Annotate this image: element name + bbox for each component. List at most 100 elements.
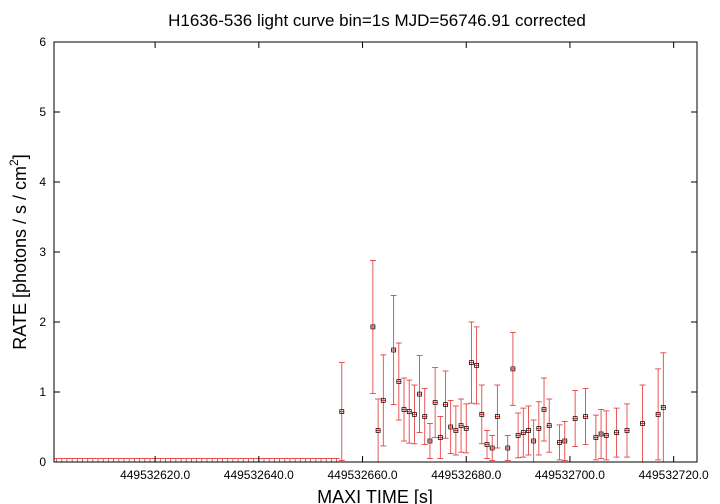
y-tick-label: 0 [39, 455, 46, 469]
data-point [603, 410, 610, 461]
data-point [193, 458, 200, 463]
y-tick-label: 6 [39, 35, 46, 49]
data-point [318, 458, 325, 463]
data-point [390, 294, 397, 406]
data-point [84, 458, 91, 463]
y-tick-label: 2 [39, 315, 46, 329]
data-point [416, 355, 423, 434]
data-point [639, 384, 646, 463]
data-point [250, 458, 257, 463]
y-axis-label-main: RATE [photons / s / cm [10, 166, 30, 350]
point-box [520, 430, 526, 435]
data-point [100, 458, 107, 463]
data-point [592, 414, 599, 461]
point-box [557, 440, 562, 445]
data-point [136, 458, 143, 463]
point-box [479, 412, 485, 417]
point-box [448, 424, 454, 430]
data-point [535, 401, 542, 456]
point-box [339, 409, 345, 414]
data-point [79, 458, 86, 463]
data-point [198, 458, 205, 463]
y-axis-label-superscript: 2 [7, 159, 21, 166]
data-point [63, 458, 70, 463]
data-point [178, 458, 185, 463]
point-box [474, 363, 479, 368]
point-box [660, 405, 666, 410]
point-box [370, 324, 376, 330]
data-point [380, 354, 387, 447]
point-box [505, 445, 511, 451]
data-point [281, 458, 288, 463]
data-point [302, 458, 309, 463]
data-point [561, 420, 568, 462]
point-box [458, 423, 464, 428]
point-box [598, 431, 604, 437]
data-point [69, 458, 76, 463]
data-point [468, 321, 475, 404]
data-point [89, 458, 96, 463]
point-box [593, 435, 599, 440]
data-point [245, 458, 252, 463]
point-box [546, 423, 552, 428]
data-point [110, 458, 117, 463]
x-tick-label: 449532700.0 [535, 468, 605, 482]
data-point [432, 367, 439, 438]
x-tick-label: 449532640.0 [224, 468, 294, 482]
data-point [292, 458, 299, 463]
data-point [572, 390, 579, 448]
data-point [478, 384, 485, 445]
data-point [406, 379, 413, 444]
data-point [261, 458, 268, 463]
x-tick-label: 449532620.0 [120, 468, 190, 482]
y-tick-label: 3 [39, 245, 46, 259]
point-box [614, 430, 619, 435]
data-point [613, 407, 620, 458]
x-axis-label: MAXI TIME [s] [317, 487, 433, 504]
point-box [603, 433, 609, 438]
point-box [536, 426, 542, 431]
data-point [58, 458, 65, 463]
data-point [546, 398, 553, 453]
data-point [401, 377, 408, 442]
point-box [427, 438, 433, 444]
data-point [240, 458, 247, 463]
data-point [541, 377, 548, 442]
data-point [375, 398, 382, 463]
x-ticks: 449532620.0 449532640.0 449532660.0 4495326… [120, 42, 709, 482]
point-box [495, 414, 500, 419]
series-group [53, 259, 672, 463]
point-box [531, 438, 537, 444]
point-box [406, 409, 412, 414]
data-point [219, 458, 226, 463]
point-box [391, 347, 396, 353]
data-point [172, 458, 179, 463]
data-point [271, 458, 278, 463]
data-point [421, 388, 428, 445]
plot-area: 0 1 2 3 4 5 6 449532620.0 449532640.0 449532660.… [39, 35, 709, 482]
y-axis-label-tail: ] [10, 154, 30, 159]
point-box [401, 407, 407, 412]
data-point [447, 399, 454, 455]
x-tick-label: 449532720.0 [639, 468, 709, 482]
data-point [183, 458, 190, 463]
point-box [526, 428, 531, 433]
point-box [469, 360, 474, 365]
point-box [640, 421, 645, 426]
point-box [515, 433, 521, 438]
point-box [624, 428, 630, 433]
point-box [380, 398, 386, 403]
x-tick-label: 449532680.0 [431, 468, 501, 482]
data-point [203, 458, 210, 463]
data-point [266, 458, 273, 463]
point-box [510, 366, 516, 372]
data-point [530, 419, 537, 463]
data-point [167, 458, 174, 463]
point-box [562, 438, 568, 444]
point-box [463, 426, 469, 431]
data-point [126, 458, 133, 463]
point-box [443, 402, 448, 407]
point-box [484, 442, 490, 447]
point-box [412, 412, 417, 417]
